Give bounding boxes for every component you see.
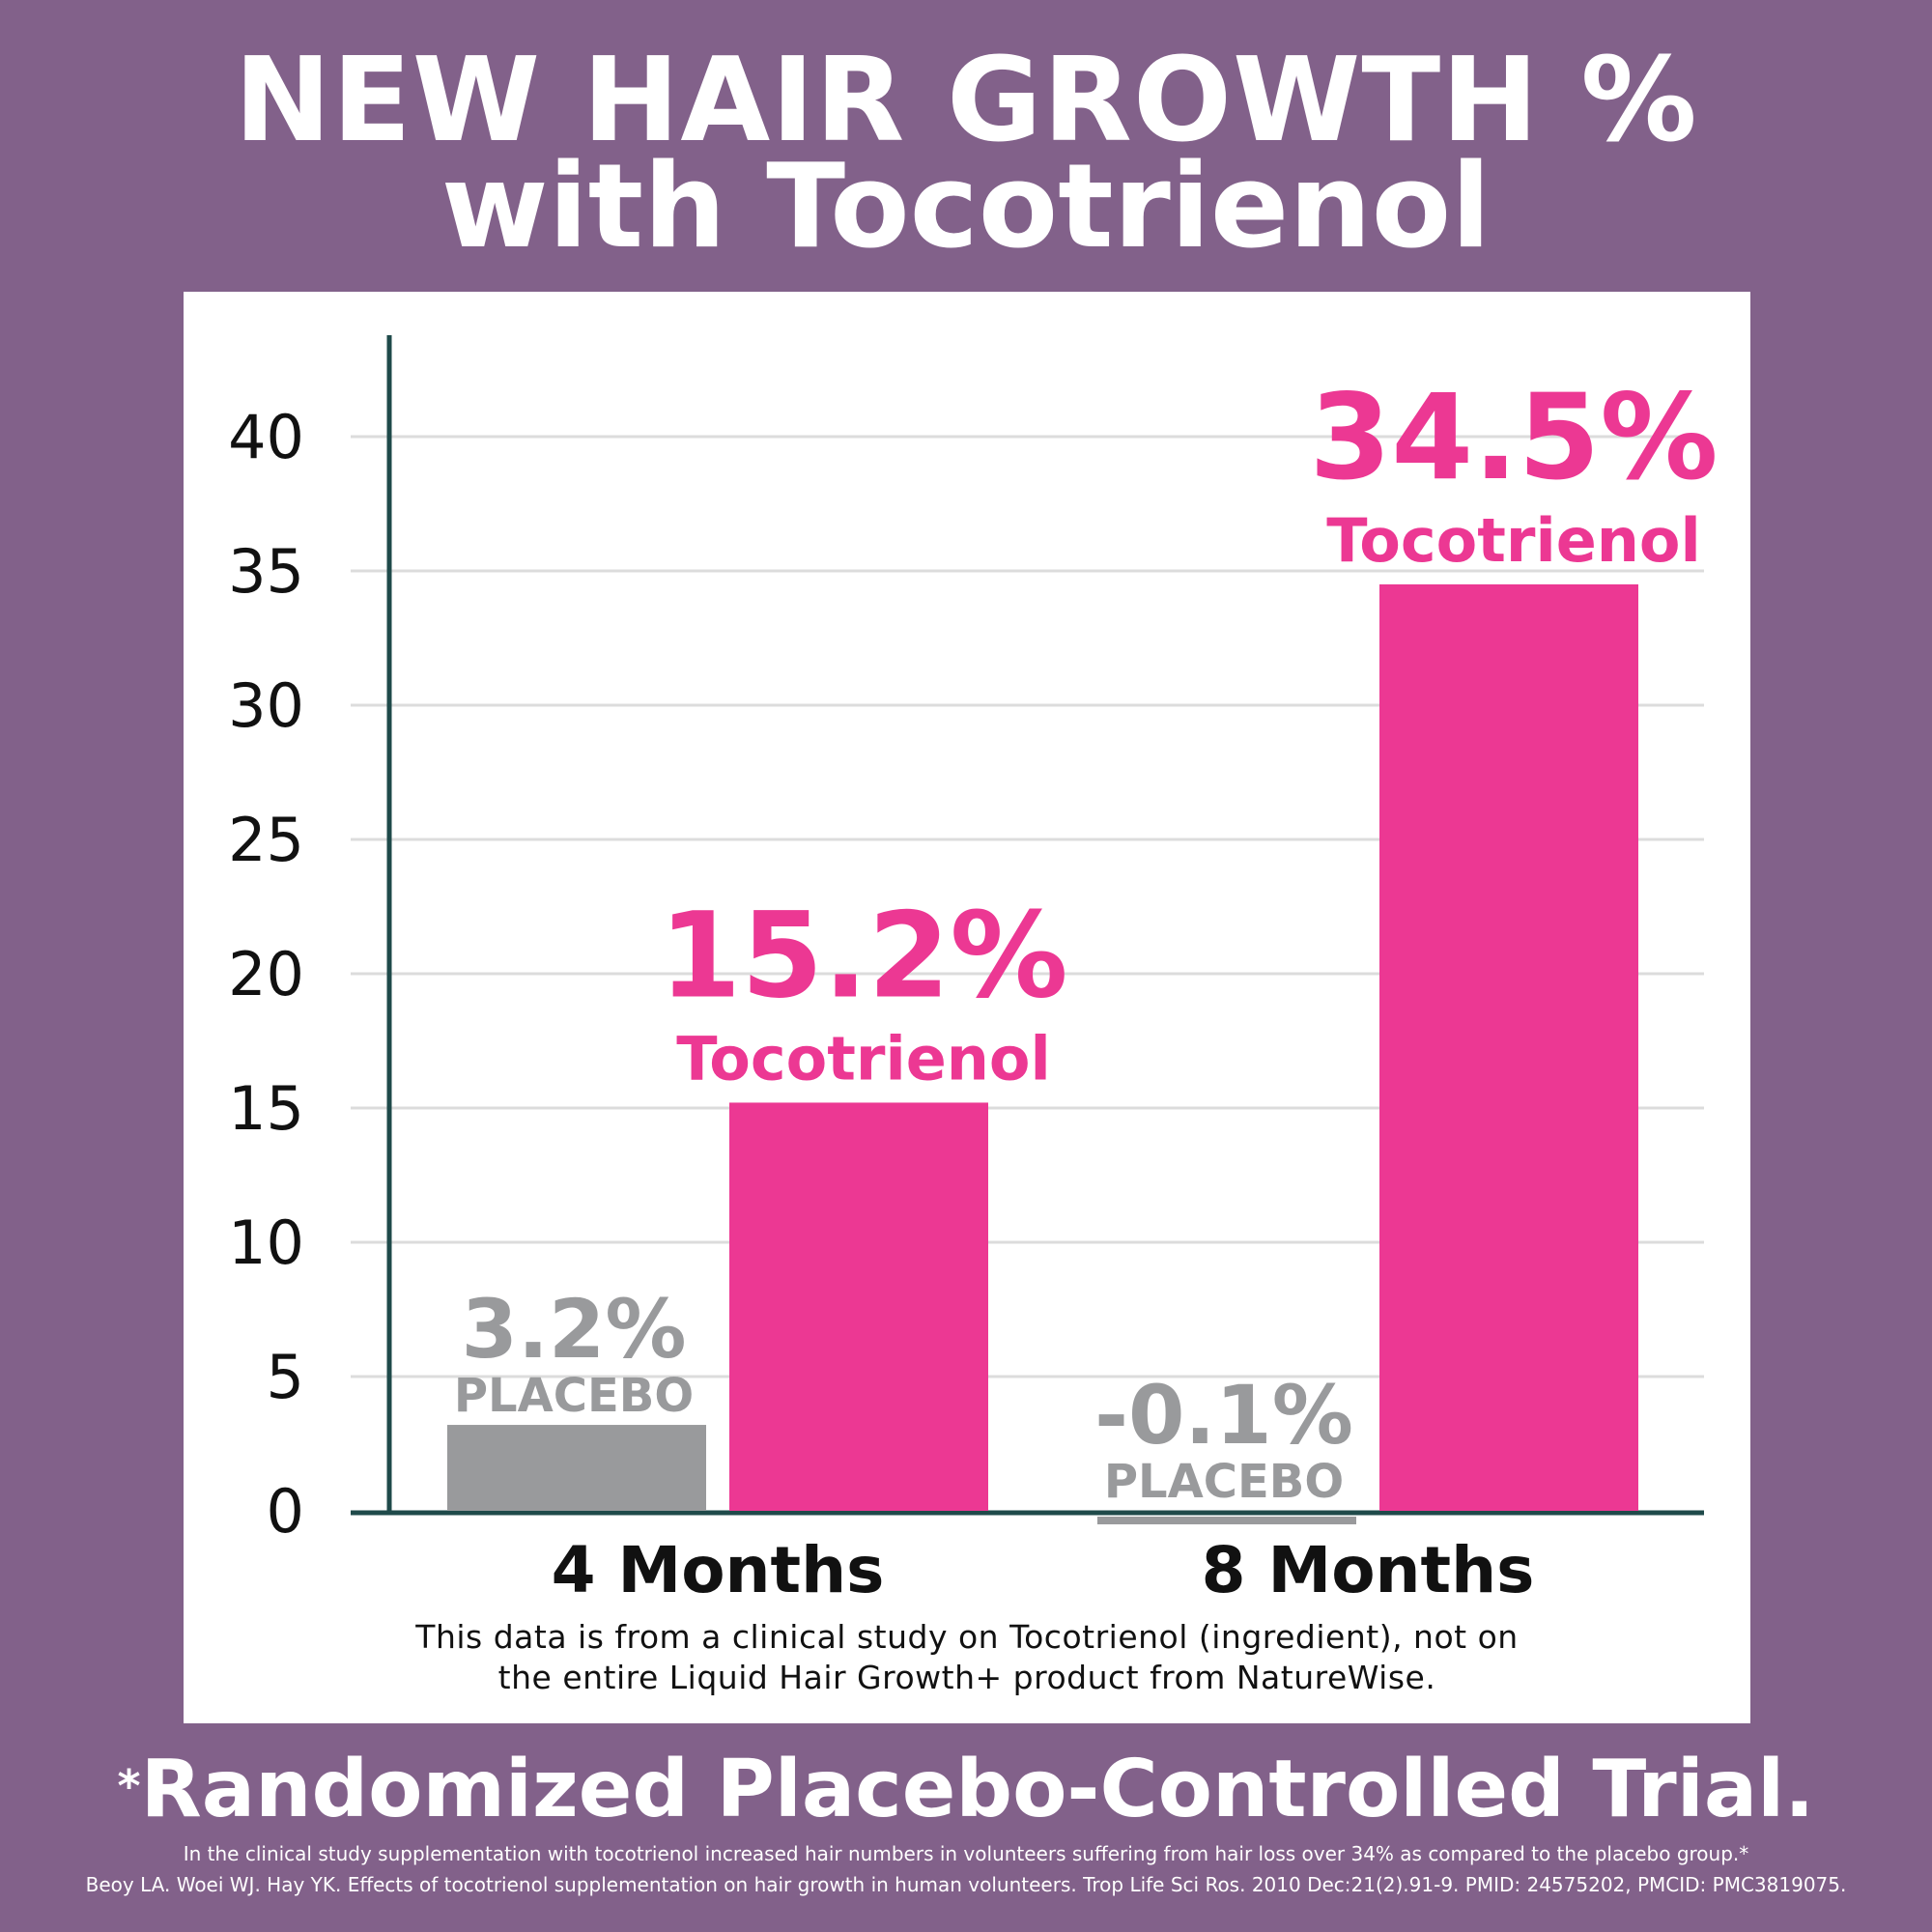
chart-title-line-2: with Tocotrienol: [440, 140, 1492, 274]
y-tick-label: 15: [228, 1073, 304, 1144]
disclaimer: This data is from a clinical study on To…: [184, 1617, 1750, 1698]
chart-panel: 0 5 10 15 20 25 30 35 40 4 Months 3.2% PLACEBO 15.2%…: [184, 292, 1750, 1723]
x-category-label: 8 Months: [1202, 1533, 1535, 1605]
y-tick-label: 0: [267, 1476, 304, 1547]
bar-tocotrienol: [1379, 583, 1638, 1511]
data-label-value: 15.2%: [659, 887, 1067, 1024]
study-citation-note: Beoy LA. Woei WJ. Hay YK. Effects of toc…: [85, 1873, 1847, 1896]
disclaimer-line-1: This data is from a clinical study on To…: [415, 1618, 1519, 1656]
footnote-asterisk: *: [117, 1760, 141, 1812]
data-label-series: Tocotrienol: [1326, 505, 1701, 576]
trial-type-heading: *Randomized Placebo-Controlled Trial.: [0, 1747, 1932, 1833]
y-tick-label: 25: [228, 805, 304, 875]
x-category-label: 4 Months: [552, 1533, 885, 1605]
data-label-series: Tocotrienol: [676, 1023, 1051, 1094]
y-tick-label: 30: [228, 670, 304, 741]
bar-placebo: [1097, 1517, 1356, 1524]
data-label-series: PLACEBO: [1104, 1455, 1344, 1509]
y-tick-label: 40: [228, 402, 304, 472]
data-label-value: -0.1%: [1094, 1368, 1353, 1463]
bar-placebo: [447, 1425, 706, 1511]
y-tick-label: 35: [228, 536, 304, 607]
chart-title-line-1: NEW HAIR GROWTH %: [234, 34, 1698, 168]
study-summary-note: In the clinical study supplementation wi…: [183, 1842, 1749, 1865]
y-tick-label: 5: [267, 1342, 304, 1412]
bar-tocotrienol: [729, 1102, 988, 1511]
y-tick-label: 10: [228, 1208, 304, 1278]
disclaimer-line-2: the entire Liquid Hair Growth+ product f…: [497, 1659, 1436, 1696]
data-label-value: 3.2%: [462, 1282, 687, 1377]
trial-type-text: Randomized Placebo-Controlled Trial.: [140, 1744, 1815, 1835]
y-tick-label: 20: [228, 939, 304, 1009]
data-label-value: 34.5%: [1309, 369, 1718, 506]
data-label-series: PLACEBO: [454, 1369, 694, 1423]
